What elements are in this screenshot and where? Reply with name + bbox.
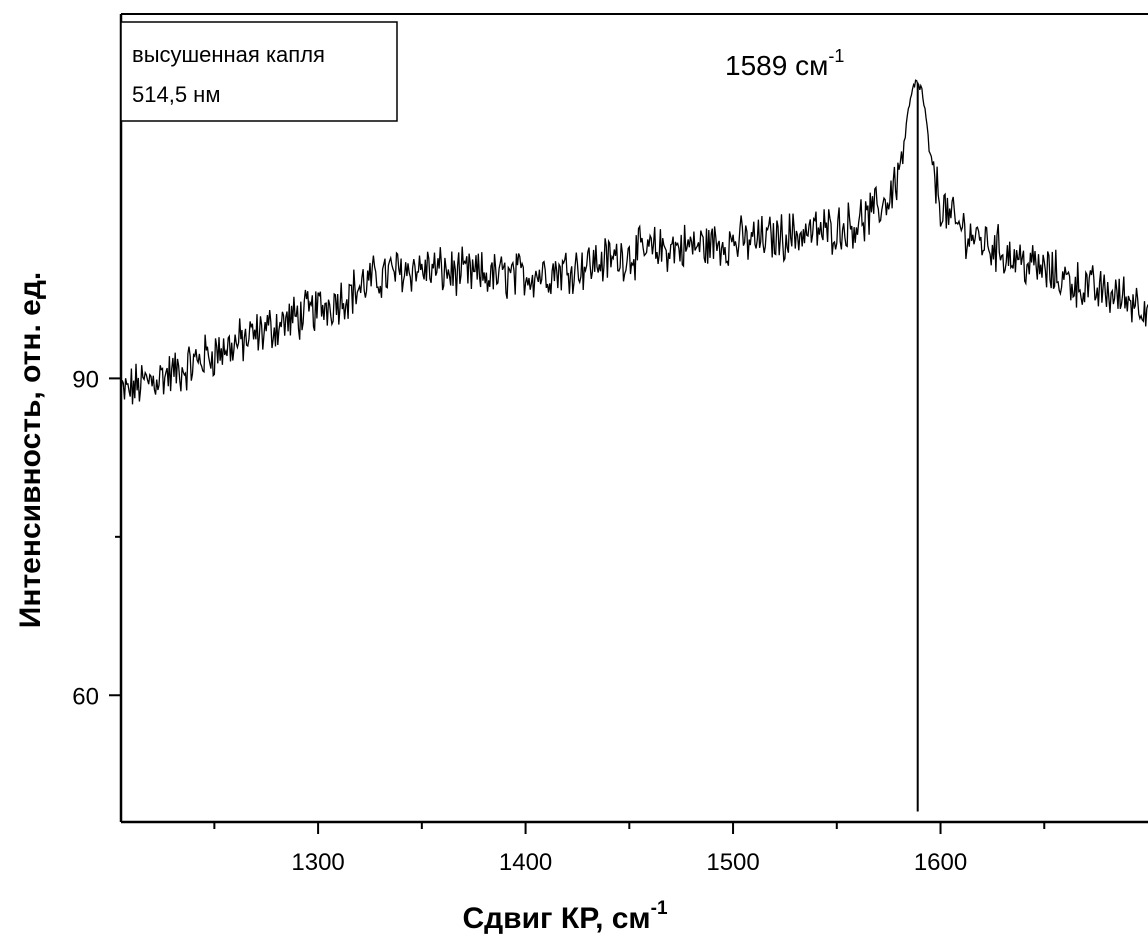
y-tick-label: 60 [72,683,99,710]
x-axis-label-superscript: -1 [651,898,668,919]
x-tick-label: 1400 [499,849,552,876]
peak-annotation: 1589 см-1 [725,46,844,81]
x-tick-label: 1500 [706,849,759,876]
y-axis-label: Интенсивность, отн. ед. [14,272,47,628]
y-tick-label: 90 [72,366,99,393]
x-axis-label: Сдвиг КР, см-1 [462,898,667,935]
legend: высушенная капля 514,5 нм [120,21,398,122]
spectrum-line [120,79,1148,405]
peak-annotation-superscript: -1 [828,46,844,66]
legend-box [120,21,398,122]
x-axis-label-text: Сдвиг КР, см [462,902,650,935]
x-tick-label: 1600 [914,849,967,876]
ticks-layer: 1300 1400 1500 1600 60 90 [72,366,1046,876]
legend-line-1: высушенная капля [132,42,325,67]
plot-frame [119,13,1148,824]
legend-line-2: 514,5 нм [132,82,220,107]
peak-annotation-text: 1589 см [725,50,828,81]
x-tick-label: 1300 [291,849,344,876]
series-layer [120,79,1148,812]
